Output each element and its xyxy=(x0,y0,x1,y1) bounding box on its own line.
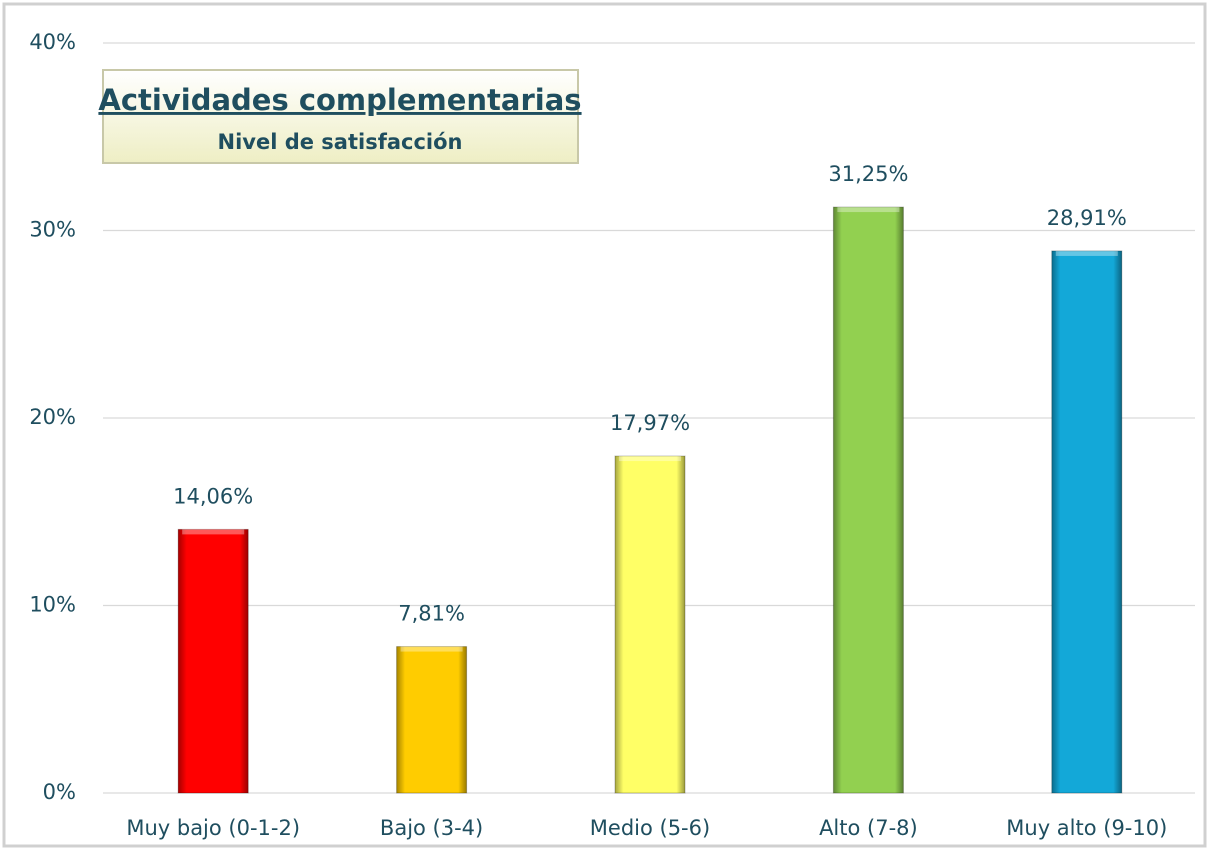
bar-bevel xyxy=(619,456,681,462)
chart-subtitle: Nivel de satisfacción xyxy=(218,130,463,154)
x-tick-label: Alto (7-8) xyxy=(819,816,918,840)
y-tick-label: 10% xyxy=(29,593,76,617)
value-label: 17,97% xyxy=(610,411,690,435)
chart-title: Actividades complementarias xyxy=(98,83,581,117)
bar-bevel xyxy=(182,529,245,535)
value-label: 14,06% xyxy=(173,484,253,508)
title-box xyxy=(102,69,579,164)
value-label: 31,25% xyxy=(828,162,908,186)
bar xyxy=(614,455,686,794)
bar-bevel xyxy=(1055,250,1118,256)
value-label: 28,91% xyxy=(1047,206,1127,230)
x-tick-label: Bajo (3-4) xyxy=(380,816,483,840)
y-tick-label: 0% xyxy=(43,780,76,804)
bar-bevel xyxy=(837,207,900,213)
bar xyxy=(832,206,904,794)
y-tick-label: 30% xyxy=(29,218,76,242)
value-label: 7,81% xyxy=(398,602,465,626)
bar xyxy=(177,528,249,794)
y-tick-label: 20% xyxy=(29,405,76,429)
bar xyxy=(1051,250,1123,794)
x-tick-label: Muy alto (9-10) xyxy=(1006,816,1167,840)
x-tick-label: Muy bajo (0-1-2) xyxy=(126,816,300,840)
bar-bevel xyxy=(400,646,463,652)
y-tick-label: 40% xyxy=(29,30,76,54)
bar xyxy=(396,646,468,794)
x-tick-label: Medio (5-6) xyxy=(590,816,710,840)
